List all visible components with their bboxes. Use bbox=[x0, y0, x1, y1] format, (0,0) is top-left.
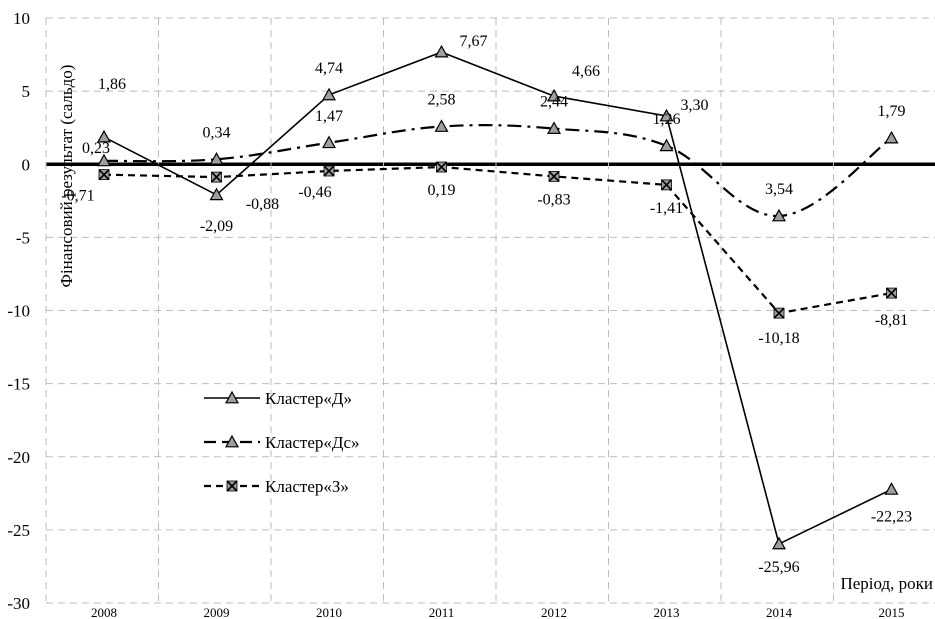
x-tick-label: 2015 bbox=[879, 605, 905, 619]
data-label: -0,71 bbox=[61, 188, 94, 205]
x-tick-label: 2009 bbox=[204, 605, 230, 619]
data-label: -8,81 bbox=[875, 312, 908, 329]
data-point-marker bbox=[546, 121, 562, 134]
data-label: -22,23 bbox=[871, 508, 912, 525]
data-point-marker bbox=[210, 171, 223, 183]
y-tick-label: -20 bbox=[7, 448, 30, 467]
data-label: 1,79 bbox=[878, 103, 906, 120]
data-point-marker bbox=[321, 135, 337, 149]
data-label: -2,09 bbox=[200, 218, 233, 235]
x-tick-label: 2013 bbox=[654, 605, 680, 619]
data-point-marker bbox=[434, 44, 449, 58]
data-label: -0,83 bbox=[537, 191, 570, 208]
data-label: -1,41 bbox=[650, 200, 683, 217]
data-point-marker bbox=[885, 287, 898, 299]
data-label: -10,18 bbox=[758, 330, 799, 347]
data-label: 2,58 bbox=[428, 92, 456, 109]
data-point-marker bbox=[98, 169, 110, 181]
series-lines bbox=[96, 44, 899, 550]
data-label: -0,46 bbox=[298, 184, 331, 201]
y-tick-label: -25 bbox=[7, 521, 30, 540]
data-label: 4,66 bbox=[572, 63, 600, 80]
data-point-marker bbox=[96, 153, 112, 167]
data-point-marker bbox=[224, 390, 240, 404]
data-label: -25,96 bbox=[758, 559, 799, 576]
data-point-marker bbox=[884, 482, 899, 495]
x-tick-label: 2010 bbox=[316, 605, 342, 619]
legend-label: Кластер«Д» bbox=[265, 389, 352, 408]
x-tick-label: 2012 bbox=[541, 605, 567, 619]
y-tick-label: -30 bbox=[7, 594, 30, 613]
data-point-marker bbox=[224, 434, 240, 448]
data-point-marker bbox=[884, 130, 899, 144]
y-tick-label: 0 bbox=[22, 155, 31, 174]
legend-label: Кластер«З» bbox=[265, 477, 349, 496]
grid-lines bbox=[45, 17, 935, 604]
y-tick-label: -5 bbox=[16, 228, 30, 247]
y-tick-label: 5 bbox=[22, 82, 31, 101]
y-tick-label: -15 bbox=[7, 375, 30, 394]
x-axis-ticks: 2008 2009 2010 2011 2012 2013 2014 2015 bbox=[91, 605, 905, 619]
data-point-marker bbox=[323, 165, 335, 177]
data-label: 1,26 bbox=[653, 111, 681, 128]
data-label: 0,34 bbox=[203, 124, 231, 141]
data-label: 2,44 bbox=[540, 94, 568, 111]
x-tick-label: 2011 bbox=[429, 605, 455, 619]
data-label: 4,74 bbox=[315, 60, 343, 77]
data-label: 3,54 bbox=[765, 181, 793, 198]
data-label: 1,86 bbox=[98, 76, 126, 93]
data-point-marker bbox=[321, 87, 337, 101]
y-axis-ticks: 10 5 0 -5 -10 -15 -20 -25 -30 bbox=[7, 9, 30, 613]
data-point-marker bbox=[435, 161, 448, 173]
data-point-marker bbox=[659, 138, 674, 152]
data-label: 1,47 bbox=[315, 108, 343, 125]
data-label: -0,88 bbox=[246, 196, 279, 213]
data-labels: 1,86 -2,09 4,74 7,67 4,66 3,30 -25,96 -22,23 0,2… bbox=[61, 33, 912, 576]
data-point-marker bbox=[546, 88, 562, 102]
data-point-marker bbox=[96, 129, 112, 143]
data-label: 0,19 bbox=[428, 182, 456, 199]
data-point-marker bbox=[771, 536, 787, 550]
y-axis-label: Фінансовий результат (сальдо) bbox=[57, 65, 76, 288]
legend: Кластер«Д» Кластер«Дс» Кластер«З» bbox=[204, 389, 360, 496]
data-point-marker bbox=[771, 208, 787, 222]
data-point-marker bbox=[548, 170, 560, 182]
data-label: 3,30 bbox=[681, 97, 709, 114]
data-point-marker bbox=[773, 307, 785, 319]
x-axis-label: Період, роки bbox=[840, 574, 933, 593]
data-point-marker bbox=[659, 108, 674, 122]
data-point-marker bbox=[434, 119, 449, 132]
x-tick-label: 2008 bbox=[91, 605, 117, 619]
data-point-marker bbox=[209, 187, 224, 201]
legend-label: Кластер«Дс» bbox=[265, 433, 360, 452]
data-label: 7,67 bbox=[460, 33, 488, 50]
y-tick-label: 10 bbox=[13, 9, 30, 28]
data-point-marker bbox=[226, 480, 238, 492]
data-point-marker bbox=[209, 152, 224, 165]
y-tick-label: -10 bbox=[7, 302, 30, 321]
data-label: 0,23 bbox=[82, 140, 110, 157]
x-tick-label: 2014 bbox=[766, 605, 793, 619]
data-point-marker bbox=[660, 179, 673, 191]
series-line bbox=[103, 51, 892, 546]
